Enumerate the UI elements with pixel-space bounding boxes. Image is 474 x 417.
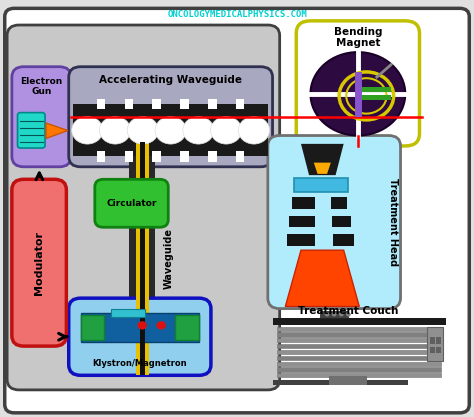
Circle shape bbox=[310, 52, 405, 136]
Polygon shape bbox=[314, 163, 331, 174]
Circle shape bbox=[339, 312, 344, 317]
Bar bbox=[294, 178, 348, 192]
Bar bbox=[180, 99, 189, 109]
FancyBboxPatch shape bbox=[7, 25, 280, 390]
Text: Bending
Magnet: Bending Magnet bbox=[334, 27, 382, 48]
Bar bbox=[136, 142, 149, 375]
Bar bbox=[292, 197, 315, 208]
Bar bbox=[111, 309, 145, 317]
FancyBboxPatch shape bbox=[95, 179, 168, 227]
Text: Waveguide: Waveguide bbox=[163, 228, 173, 289]
Bar bbox=[273, 318, 446, 325]
Bar bbox=[97, 99, 106, 109]
FancyBboxPatch shape bbox=[268, 136, 401, 309]
Bar bbox=[277, 373, 441, 377]
Bar bbox=[320, 311, 348, 318]
Bar bbox=[430, 347, 435, 353]
Bar bbox=[273, 380, 408, 385]
Bar bbox=[175, 315, 199, 340]
Bar bbox=[436, 337, 441, 344]
Text: Accelerating Waveguide: Accelerating Waveguide bbox=[99, 75, 242, 85]
Polygon shape bbox=[46, 123, 68, 138]
Bar bbox=[125, 151, 133, 162]
Bar bbox=[125, 99, 133, 109]
Circle shape bbox=[238, 116, 270, 144]
Circle shape bbox=[183, 116, 214, 144]
Bar bbox=[208, 151, 217, 162]
Bar bbox=[81, 315, 104, 340]
Text: Modulator: Modulator bbox=[34, 231, 44, 295]
Bar bbox=[97, 151, 106, 162]
FancyBboxPatch shape bbox=[12, 67, 71, 167]
Bar bbox=[287, 234, 315, 246]
Bar bbox=[73, 104, 268, 156]
Circle shape bbox=[72, 116, 103, 144]
Bar bbox=[277, 327, 441, 331]
Circle shape bbox=[210, 116, 242, 144]
Bar bbox=[427, 327, 443, 361]
Bar bbox=[236, 99, 244, 109]
Bar bbox=[277, 338, 441, 342]
Bar bbox=[277, 356, 441, 360]
Bar bbox=[140, 142, 145, 375]
Circle shape bbox=[127, 116, 158, 144]
Text: Klystron/Magnetron: Klystron/Magnetron bbox=[92, 359, 187, 368]
Bar bbox=[153, 151, 161, 162]
Circle shape bbox=[100, 116, 131, 144]
Text: Treatment Couch: Treatment Couch bbox=[298, 306, 399, 316]
Bar bbox=[332, 216, 351, 227]
Circle shape bbox=[137, 321, 147, 329]
FancyBboxPatch shape bbox=[12, 179, 66, 346]
Bar bbox=[277, 362, 441, 366]
Bar bbox=[356, 87, 391, 92]
Bar bbox=[236, 151, 244, 162]
Bar bbox=[153, 99, 161, 109]
Circle shape bbox=[156, 321, 166, 329]
Text: Treatment Head: Treatment Head bbox=[388, 178, 399, 266]
Bar bbox=[436, 347, 441, 353]
Polygon shape bbox=[285, 250, 359, 306]
Bar bbox=[129, 142, 155, 375]
Text: Electron
Gun: Electron Gun bbox=[20, 77, 63, 96]
Polygon shape bbox=[301, 144, 344, 175]
Bar bbox=[331, 197, 347, 208]
Bar bbox=[329, 376, 367, 385]
Text: ONCOLOGYMEDICALPHYSICS.COM: ONCOLOGYMEDICALPHYSICS.COM bbox=[167, 10, 307, 19]
Bar bbox=[180, 151, 189, 162]
Bar bbox=[81, 313, 199, 342]
FancyBboxPatch shape bbox=[69, 67, 273, 167]
Bar bbox=[277, 367, 441, 372]
FancyBboxPatch shape bbox=[296, 21, 419, 146]
Bar bbox=[208, 99, 217, 109]
FancyBboxPatch shape bbox=[18, 113, 45, 148]
Circle shape bbox=[325, 312, 329, 317]
Bar bbox=[333, 234, 354, 246]
Circle shape bbox=[155, 116, 186, 144]
Bar bbox=[277, 332, 441, 337]
Bar bbox=[277, 350, 441, 354]
FancyBboxPatch shape bbox=[5, 8, 469, 413]
Text: Circulator: Circulator bbox=[106, 199, 157, 208]
Bar bbox=[356, 95, 391, 100]
Circle shape bbox=[332, 312, 337, 317]
Bar bbox=[430, 337, 435, 344]
Bar bbox=[289, 216, 315, 227]
Bar bbox=[277, 344, 441, 348]
FancyBboxPatch shape bbox=[69, 298, 211, 375]
Circle shape bbox=[346, 312, 351, 317]
